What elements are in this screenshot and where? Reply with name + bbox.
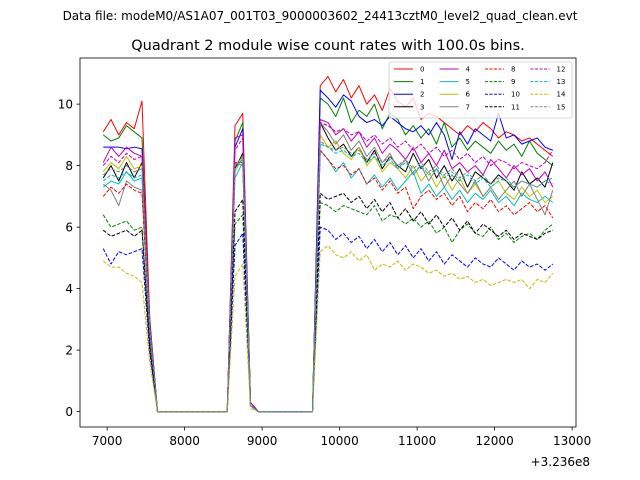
y-tick-label-3: 6 [65, 221, 73, 235]
legend-label-7: 7 [466, 103, 470, 111]
x-tick-label-3: 10000 [321, 434, 359, 448]
legend-label-3: 3 [420, 103, 424, 111]
x-tick-label-5: 12000 [476, 434, 514, 448]
x-tick-label-2: 9000 [247, 434, 278, 448]
legend-label-6: 6 [466, 91, 471, 99]
series-layer [102, 75, 554, 413]
y-tick-label-2: 4 [65, 282, 73, 296]
legend-label-10: 10 [511, 91, 520, 99]
y-tick-label-5: 10 [58, 98, 73, 112]
legend-label-15: 15 [557, 103, 566, 111]
legend-box [388, 61, 573, 119]
x-tick-label-1: 8000 [169, 434, 200, 448]
x-tick-label-0: 7000 [92, 434, 123, 448]
chart-title: Quadrant 2 module wise count rates with … [131, 38, 525, 54]
legend-label-0: 0 [420, 66, 424, 74]
axes-layer: 7000 8000 9000 10000 11000 12000 13000+3.236e8… [58, 57, 591, 469]
legend-label-13: 13 [557, 78, 566, 86]
y-tick-label-0: 0 [65, 405, 73, 419]
legend-label-1: 1 [420, 78, 424, 86]
legend-label-4: 4 [466, 66, 471, 74]
legend-label-11: 11 [511, 103, 520, 111]
legend-label-14: 14 [557, 91, 566, 99]
series-line-15 [102, 140, 553, 413]
x-offset-label: +3.236e8 [531, 455, 590, 469]
legend-label-9: 9 [511, 78, 515, 86]
y-tick-label-4: 8 [65, 159, 73, 173]
legend-label-8: 8 [511, 66, 515, 74]
legend-label-5: 5 [466, 78, 470, 86]
y-tick-label-1: 2 [65, 344, 73, 358]
x-tick-label-4: 11000 [398, 434, 436, 448]
chart-suptitle: Data file: modeM0/AS1A07_001T03_90000036… [63, 9, 578, 23]
plot-frame [79, 57, 577, 428]
legend-label-2: 2 [420, 91, 424, 99]
x-tick-label-6: 13000 [553, 434, 591, 448]
legend-label-12: 12 [557, 66, 566, 74]
